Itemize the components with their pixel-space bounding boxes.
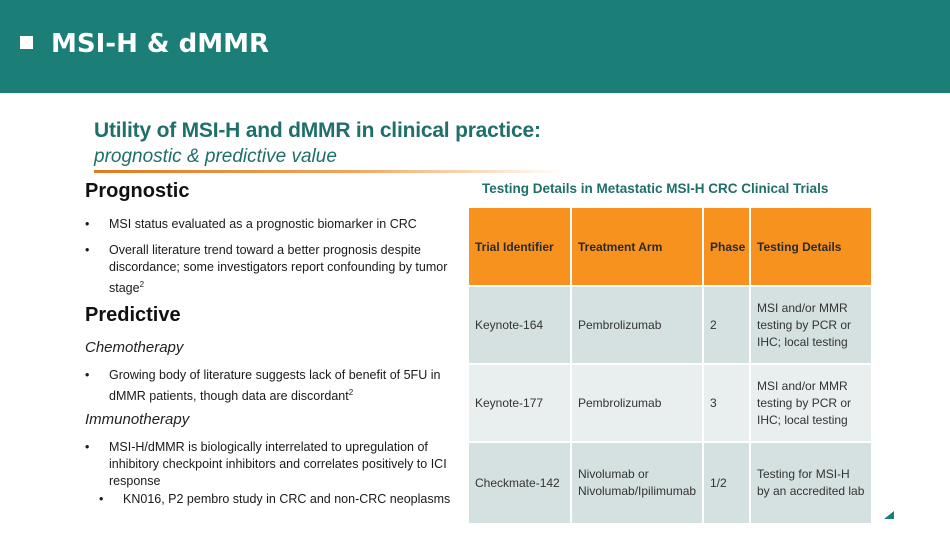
table-header-row: Trial Identifier Treatment Arm Phase Tes… xyxy=(467,206,873,287)
column-header: Phase xyxy=(702,206,751,287)
list-item: • MSI-H/dMMR is biologically interrelate… xyxy=(85,439,455,490)
table-cell: Pembrolizumab xyxy=(570,285,704,365)
table-cell: Checkmate-142 xyxy=(467,441,572,525)
footnote-ref: 2 xyxy=(139,280,145,289)
bullet-text: MSI status evaluated as a prognostic bio… xyxy=(109,217,417,231)
corner-triangle-icon xyxy=(884,511,894,519)
predictive-heading: Predictive xyxy=(85,304,181,326)
table-cell: 3 xyxy=(702,363,751,443)
bullet-dot-icon: • xyxy=(85,243,90,257)
trials-table: Trial Identifier Treatment Arm Phase Tes… xyxy=(467,206,873,525)
table-cell: MSI and/or MMR testing by PCR or IHC; lo… xyxy=(749,363,873,443)
bullet-text: Overall literature trend toward a better… xyxy=(109,243,448,296)
table-row: Keynote-177 Pembrolizumab 3 MSI and/or M… xyxy=(467,363,873,443)
table-title: Testing Details in Metastatic MSI-H CRC … xyxy=(482,181,829,196)
table-cell: 2 xyxy=(702,285,751,365)
table-row: Keynote-164 Pembrolizumab 2 MSI and/or M… xyxy=(467,285,873,365)
bullet-dot-icon: • xyxy=(85,368,90,382)
list-item: • MSI status evaluated as a prognostic b… xyxy=(85,216,455,233)
chemotherapy-heading: Chemotherapy xyxy=(85,339,184,356)
table-cell: Nivolumab or Nivolumab/Ipilimumab xyxy=(570,441,704,525)
table-cell: Testing for MSI-H by an accredited lab xyxy=(749,441,873,525)
bullet-dot-icon: • xyxy=(99,492,104,506)
immunotherapy-heading: Immunotherapy xyxy=(85,411,190,428)
header-bar: MSI-H & dMMR xyxy=(0,0,950,93)
list-item: • KN016, P2 pembro study in CRC and non-… xyxy=(85,491,469,508)
table-cell: Pembrolizumab xyxy=(570,363,704,443)
bullet-dot-icon: • xyxy=(85,217,90,231)
title-underline xyxy=(94,170,564,173)
bullet-text: MSI-H/dMMR is biologically interrelated … xyxy=(109,440,447,488)
bullet-dot-icon: • xyxy=(85,440,90,454)
square-bullet-icon xyxy=(20,36,33,49)
bullet-text: KN016, P2 pembro study in CRC and non-CR… xyxy=(123,492,451,506)
list-item: • Overall literature trend toward a bett… xyxy=(85,242,455,297)
prognostic-heading: Prognostic xyxy=(85,180,190,202)
table-cell: Keynote-164 xyxy=(467,285,572,365)
slide-subtitle: prognostic & predictive value xyxy=(94,146,337,167)
list-item: • Growing body of literature suggests la… xyxy=(85,367,455,405)
footnote-ref: 2 xyxy=(348,388,354,397)
column-header: Treatment Arm xyxy=(570,206,704,287)
column-header: Trial Identifier xyxy=(467,206,572,287)
table-cell: 1/2 xyxy=(702,441,751,525)
table-cell: Keynote-177 xyxy=(467,363,572,443)
column-header: Testing Details xyxy=(749,206,873,287)
slide-title: Utility of MSI-H and dMMR in clinical pr… xyxy=(94,119,541,142)
bullet-text: Growing body of literature suggests lack… xyxy=(109,368,441,404)
table-cell: MSI and/or MMR testing by PCR or IHC; lo… xyxy=(749,285,873,365)
table-row: Checkmate-142 Nivolumab or Nivolumab/Ipi… xyxy=(467,441,873,525)
header-title: MSI-H & dMMR xyxy=(51,29,269,59)
